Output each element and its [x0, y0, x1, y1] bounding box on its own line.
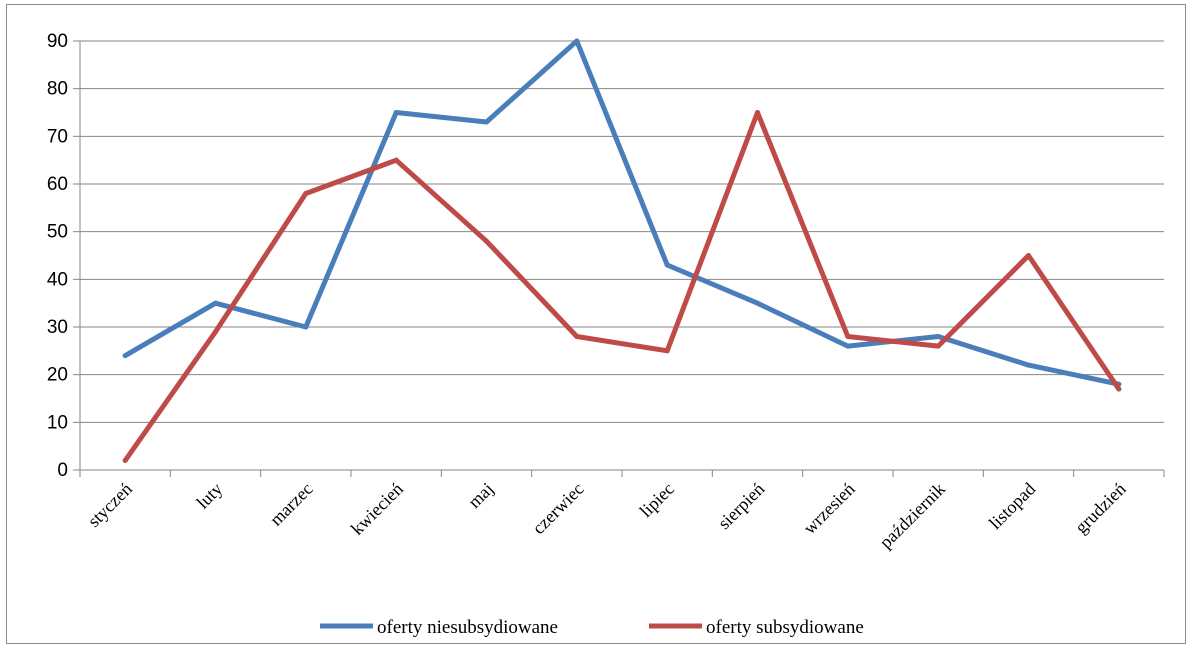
chart-frame: [6, 4, 1186, 644]
legend: oferty niesubsydiowane oferty subsydiowan…: [320, 617, 864, 638]
gridlines: [80, 40, 1164, 423]
data-point: [845, 343, 851, 349]
series-line-2: [122, 110, 1122, 463]
y-tick-label: 50: [47, 222, 68, 243]
data-point: [574, 38, 580, 44]
data-point: [393, 157, 399, 163]
x-tick-label: wrzesień: [799, 479, 858, 538]
y-tick-label: 10: [47, 412, 68, 433]
x-tick-label: grudzień: [1071, 479, 1130, 538]
y-tick-label: 0: [57, 460, 68, 481]
data-point: [935, 343, 941, 349]
legend-label: oferty niesubsydiowane: [377, 617, 558, 638]
data-point: [755, 110, 760, 115]
x-tick-label: sierpień: [714, 479, 768, 533]
y-tick-labels: 0 10 20 30 40 50 60 70 80 90: [47, 31, 68, 481]
y-tick-label: 30: [47, 317, 68, 338]
x-tick-label: maj: [464, 479, 497, 512]
data-point: [213, 300, 218, 306]
x-tick-label: kwiecień: [347, 479, 407, 539]
x-tick-label: lipiec: [636, 479, 678, 521]
data-point: [393, 110, 399, 115]
legend-label: oferty subsydiowane: [706, 617, 864, 638]
data-point: [664, 348, 670, 354]
data-point: [213, 329, 218, 335]
x-tick-label: styczeń: [84, 479, 136, 531]
data-point: [484, 119, 489, 125]
data-point: [574, 334, 580, 340]
data-point: [303, 324, 309, 330]
data-point: [1026, 362, 1031, 368]
series-lines: [122, 38, 1122, 463]
data-point: [303, 191, 309, 197]
data-point: [935, 334, 941, 340]
data-point: [122, 353, 128, 359]
data-point: [1026, 253, 1031, 258]
data-point: [484, 238, 489, 244]
x-tick-label: październik: [875, 479, 949, 553]
data-point: [664, 262, 670, 268]
data-point: [122, 457, 128, 463]
x-tick-label: marzec: [266, 479, 317, 530]
data-point: [755, 300, 760, 306]
y-tick-label: 70: [47, 126, 68, 147]
y-tick-label: 20: [47, 365, 68, 386]
y-tick-label: 60: [47, 174, 68, 195]
data-point: [845, 334, 851, 340]
x-tick-labels: styczeń luty marzec kwiecień maj czerwiec lipi…: [84, 479, 1130, 553]
axes: [73, 40, 1165, 477]
data-point: [1116, 386, 1122, 392]
x-tick-label: czerwiec: [528, 479, 587, 538]
x-tick-label: luty: [192, 479, 226, 513]
x-tick-label: listopad: [985, 479, 1039, 533]
series-line-1: [122, 38, 1122, 387]
y-tick-label: 80: [47, 79, 68, 100]
y-tick-label: 90: [47, 31, 68, 52]
y-tick-label: 40: [47, 269, 68, 290]
